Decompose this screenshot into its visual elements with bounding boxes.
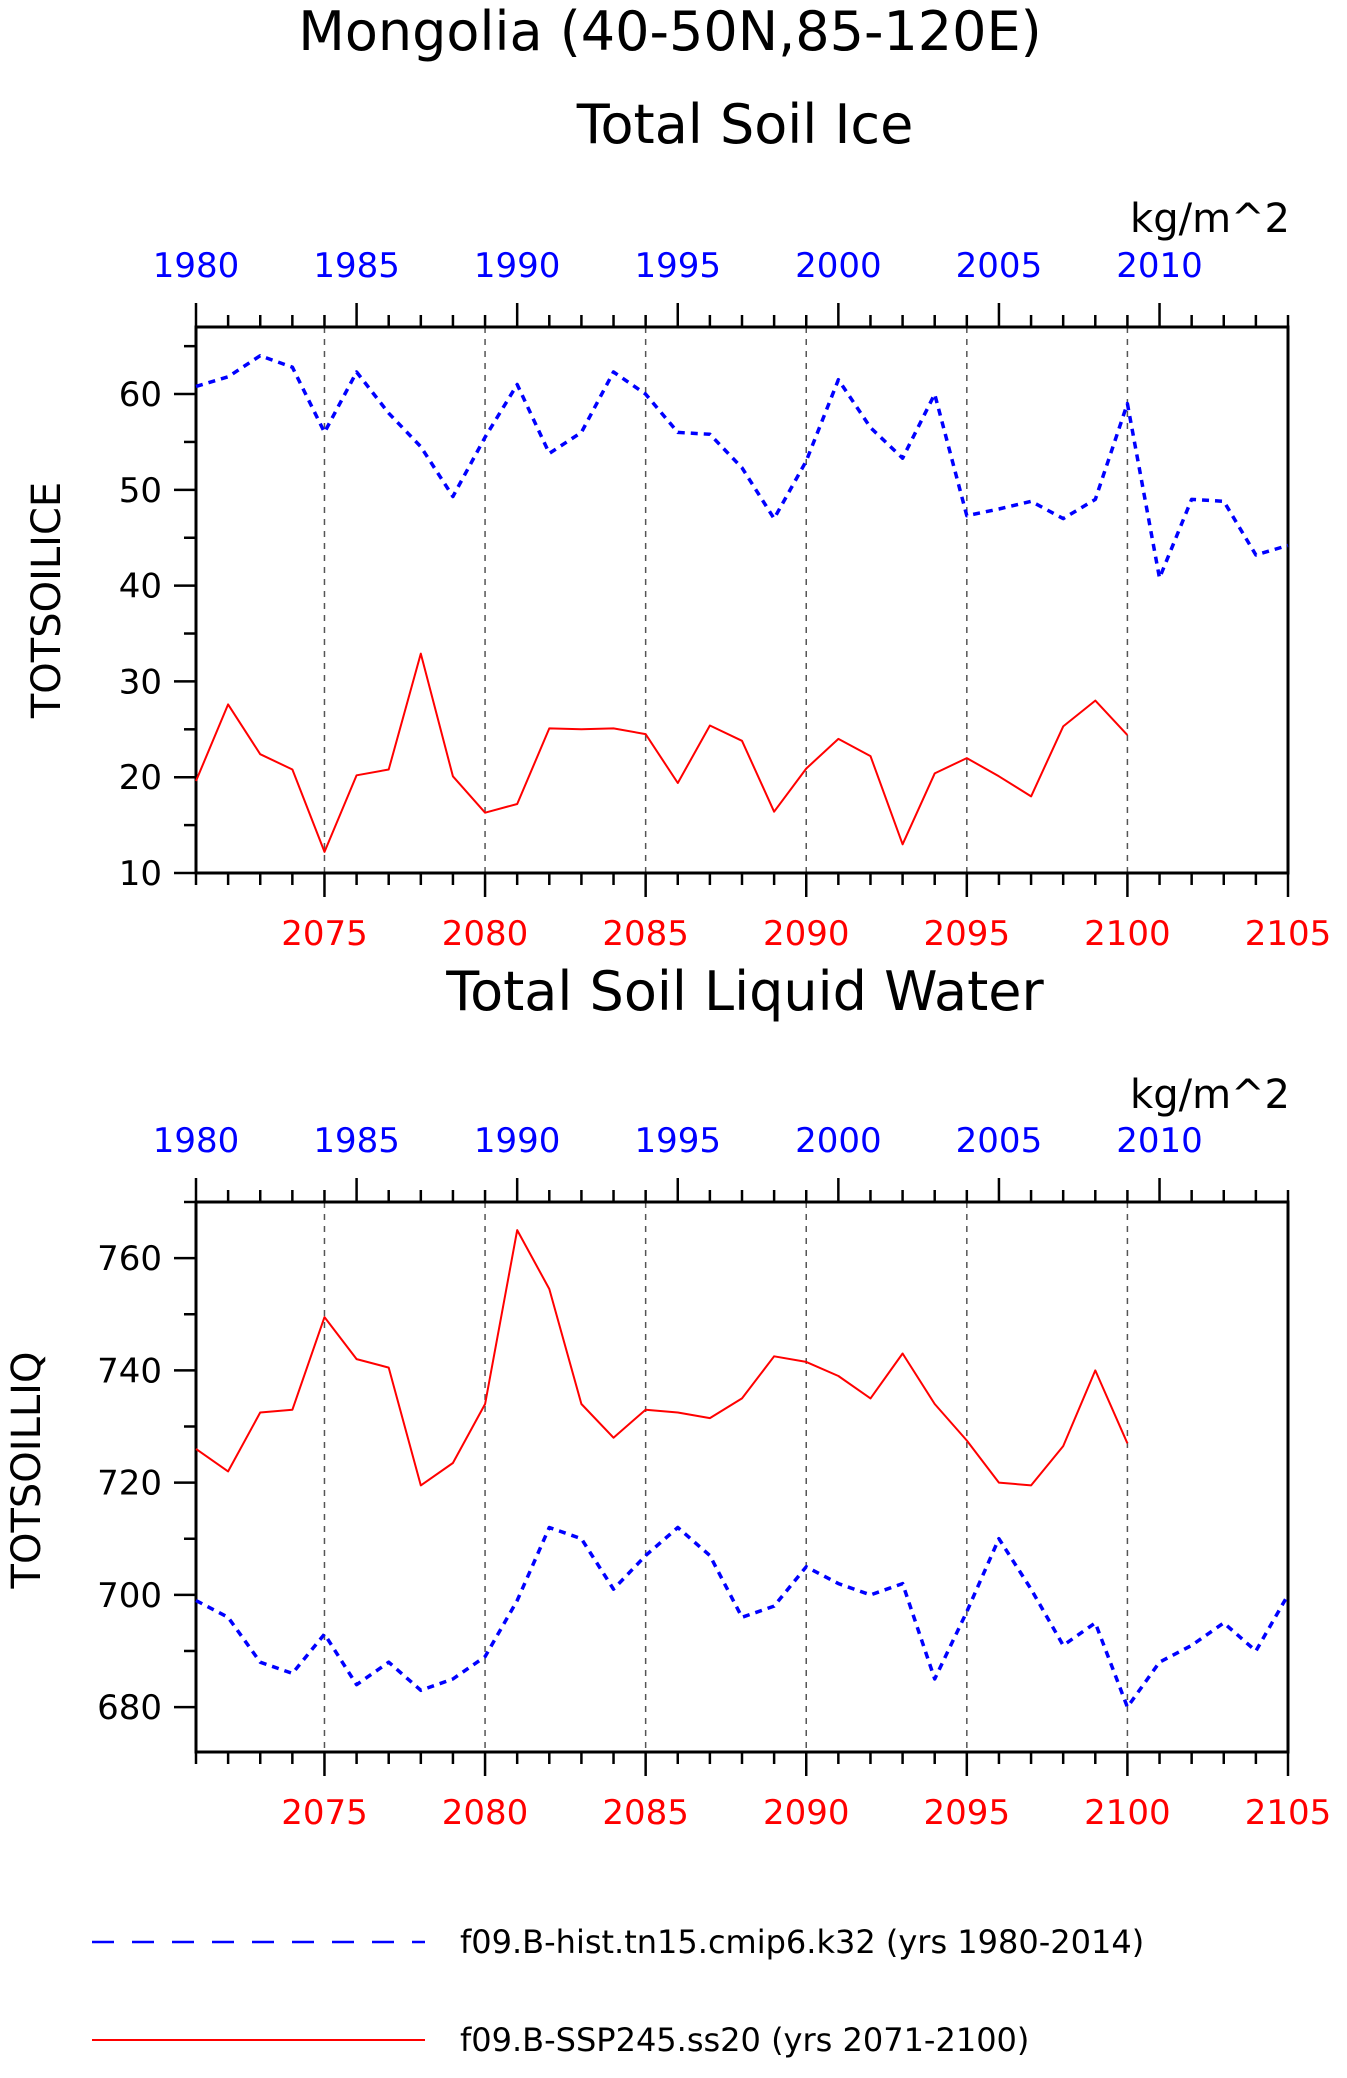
x-tick-label-top: 1985 bbox=[313, 1121, 400, 1161]
x-tick-label-bottom: 2085 bbox=[602, 914, 689, 954]
series-hist-line bbox=[195, 1525, 1290, 1709]
legend: f09.B-hist.tn15.cmip6.k32 (yrs 1980-2014… bbox=[92, 1923, 1144, 2059]
y-tick-label: 40 bbox=[119, 567, 162, 607]
x-tick-label-bottom: 2100 bbox=[1084, 1793, 1171, 1833]
panel1-subtitle: Total Soil Ice bbox=[576, 93, 914, 156]
panel-soil-liquid: 2075 2080 2085 2090 2095 2100 2105 1980 1985 1990… bbox=[97, 1121, 1331, 1833]
x-tick-label-top: 1990 bbox=[474, 1121, 561, 1161]
y-tick-label: 740 bbox=[97, 1351, 162, 1391]
x-tick-label-top: 1980 bbox=[153, 1121, 240, 1161]
x-tick-label-top: 1995 bbox=[634, 246, 721, 286]
series-hist-line bbox=[195, 353, 1289, 580]
chart-title: Mongolia (40-50N,85-120E) bbox=[298, 0, 1041, 63]
x-tick-label-bottom: 2095 bbox=[924, 914, 1011, 954]
x-tick-label-top: 2000 bbox=[795, 1121, 882, 1161]
x-tick-label-top: 1980 bbox=[153, 246, 240, 286]
y-tick-label: 720 bbox=[97, 1464, 162, 1504]
y-tick-label: 60 bbox=[119, 375, 162, 415]
x-tick-label-top: 1990 bbox=[474, 246, 561, 286]
y-tick-label: 760 bbox=[97, 1239, 162, 1279]
y-tick-label: 700 bbox=[97, 1576, 162, 1616]
plot-frame bbox=[194, 1200, 1290, 1754]
panel2-ylabel: TOTSOILLIQ bbox=[4, 1352, 50, 1590]
y-tick-label: 20 bbox=[119, 758, 162, 798]
x-tick-label-top: 2010 bbox=[1116, 1121, 1203, 1161]
x-tick-label-top: 2000 bbox=[795, 246, 882, 286]
plot-frame bbox=[194, 325, 1290, 875]
y-tick-label: 680 bbox=[97, 1688, 162, 1728]
x-tick-label-top: 1985 bbox=[313, 246, 400, 286]
y-tick-label: 50 bbox=[119, 471, 162, 511]
x-tick-label-top: 2005 bbox=[956, 1121, 1043, 1161]
x-tick-label-bottom: 2075 bbox=[281, 914, 368, 954]
panel1-ylabel: TOTSOILICE bbox=[24, 482, 70, 719]
panel1-units: kg/m^2 bbox=[1130, 196, 1290, 242]
x-tick-label-bottom: 2100 bbox=[1084, 914, 1171, 954]
y-tick-label: 10 bbox=[119, 854, 162, 894]
legend-label: f09.B-hist.tn15.cmip6.k32 (yrs 1980-2014… bbox=[460, 1923, 1144, 1961]
panel2-units: kg/m^2 bbox=[1130, 1072, 1290, 1118]
x-tick-label-bottom: 2090 bbox=[763, 914, 850, 954]
x-tick-label-top: 2005 bbox=[956, 246, 1043, 286]
x-tick-label-bottom: 2105 bbox=[1245, 914, 1332, 954]
series-ssp245-line bbox=[195, 1229, 1129, 1487]
x-tick-label-top: 1995 bbox=[634, 1121, 721, 1161]
x-tick-label-bottom: 2080 bbox=[442, 1793, 529, 1833]
x-tick-label-bottom: 2105 bbox=[1245, 1793, 1332, 1833]
panel2-subtitle: Total Soil Liquid Water bbox=[445, 960, 1044, 1023]
x-tick-label-bottom: 2080 bbox=[442, 914, 529, 954]
y-tick-label: 30 bbox=[119, 662, 162, 702]
x-tick-label-bottom: 2095 bbox=[924, 1793, 1011, 1833]
x-tick-label-bottom: 2085 bbox=[602, 1793, 689, 1833]
series-ssp245-line bbox=[195, 652, 1129, 853]
x-tick-label-top: 2010 bbox=[1116, 246, 1203, 286]
panel-soil-ice: 2075 2080 2085 2090 2095 2100 2105 1980 1985 1990… bbox=[119, 246, 1332, 954]
x-tick-label-bottom: 2090 bbox=[763, 1793, 850, 1833]
x-tick-label-bottom: 2075 bbox=[281, 1793, 368, 1833]
legend-label: f09.B-SSP245.ss20 (yrs 2071-2100) bbox=[460, 2021, 1029, 2059]
